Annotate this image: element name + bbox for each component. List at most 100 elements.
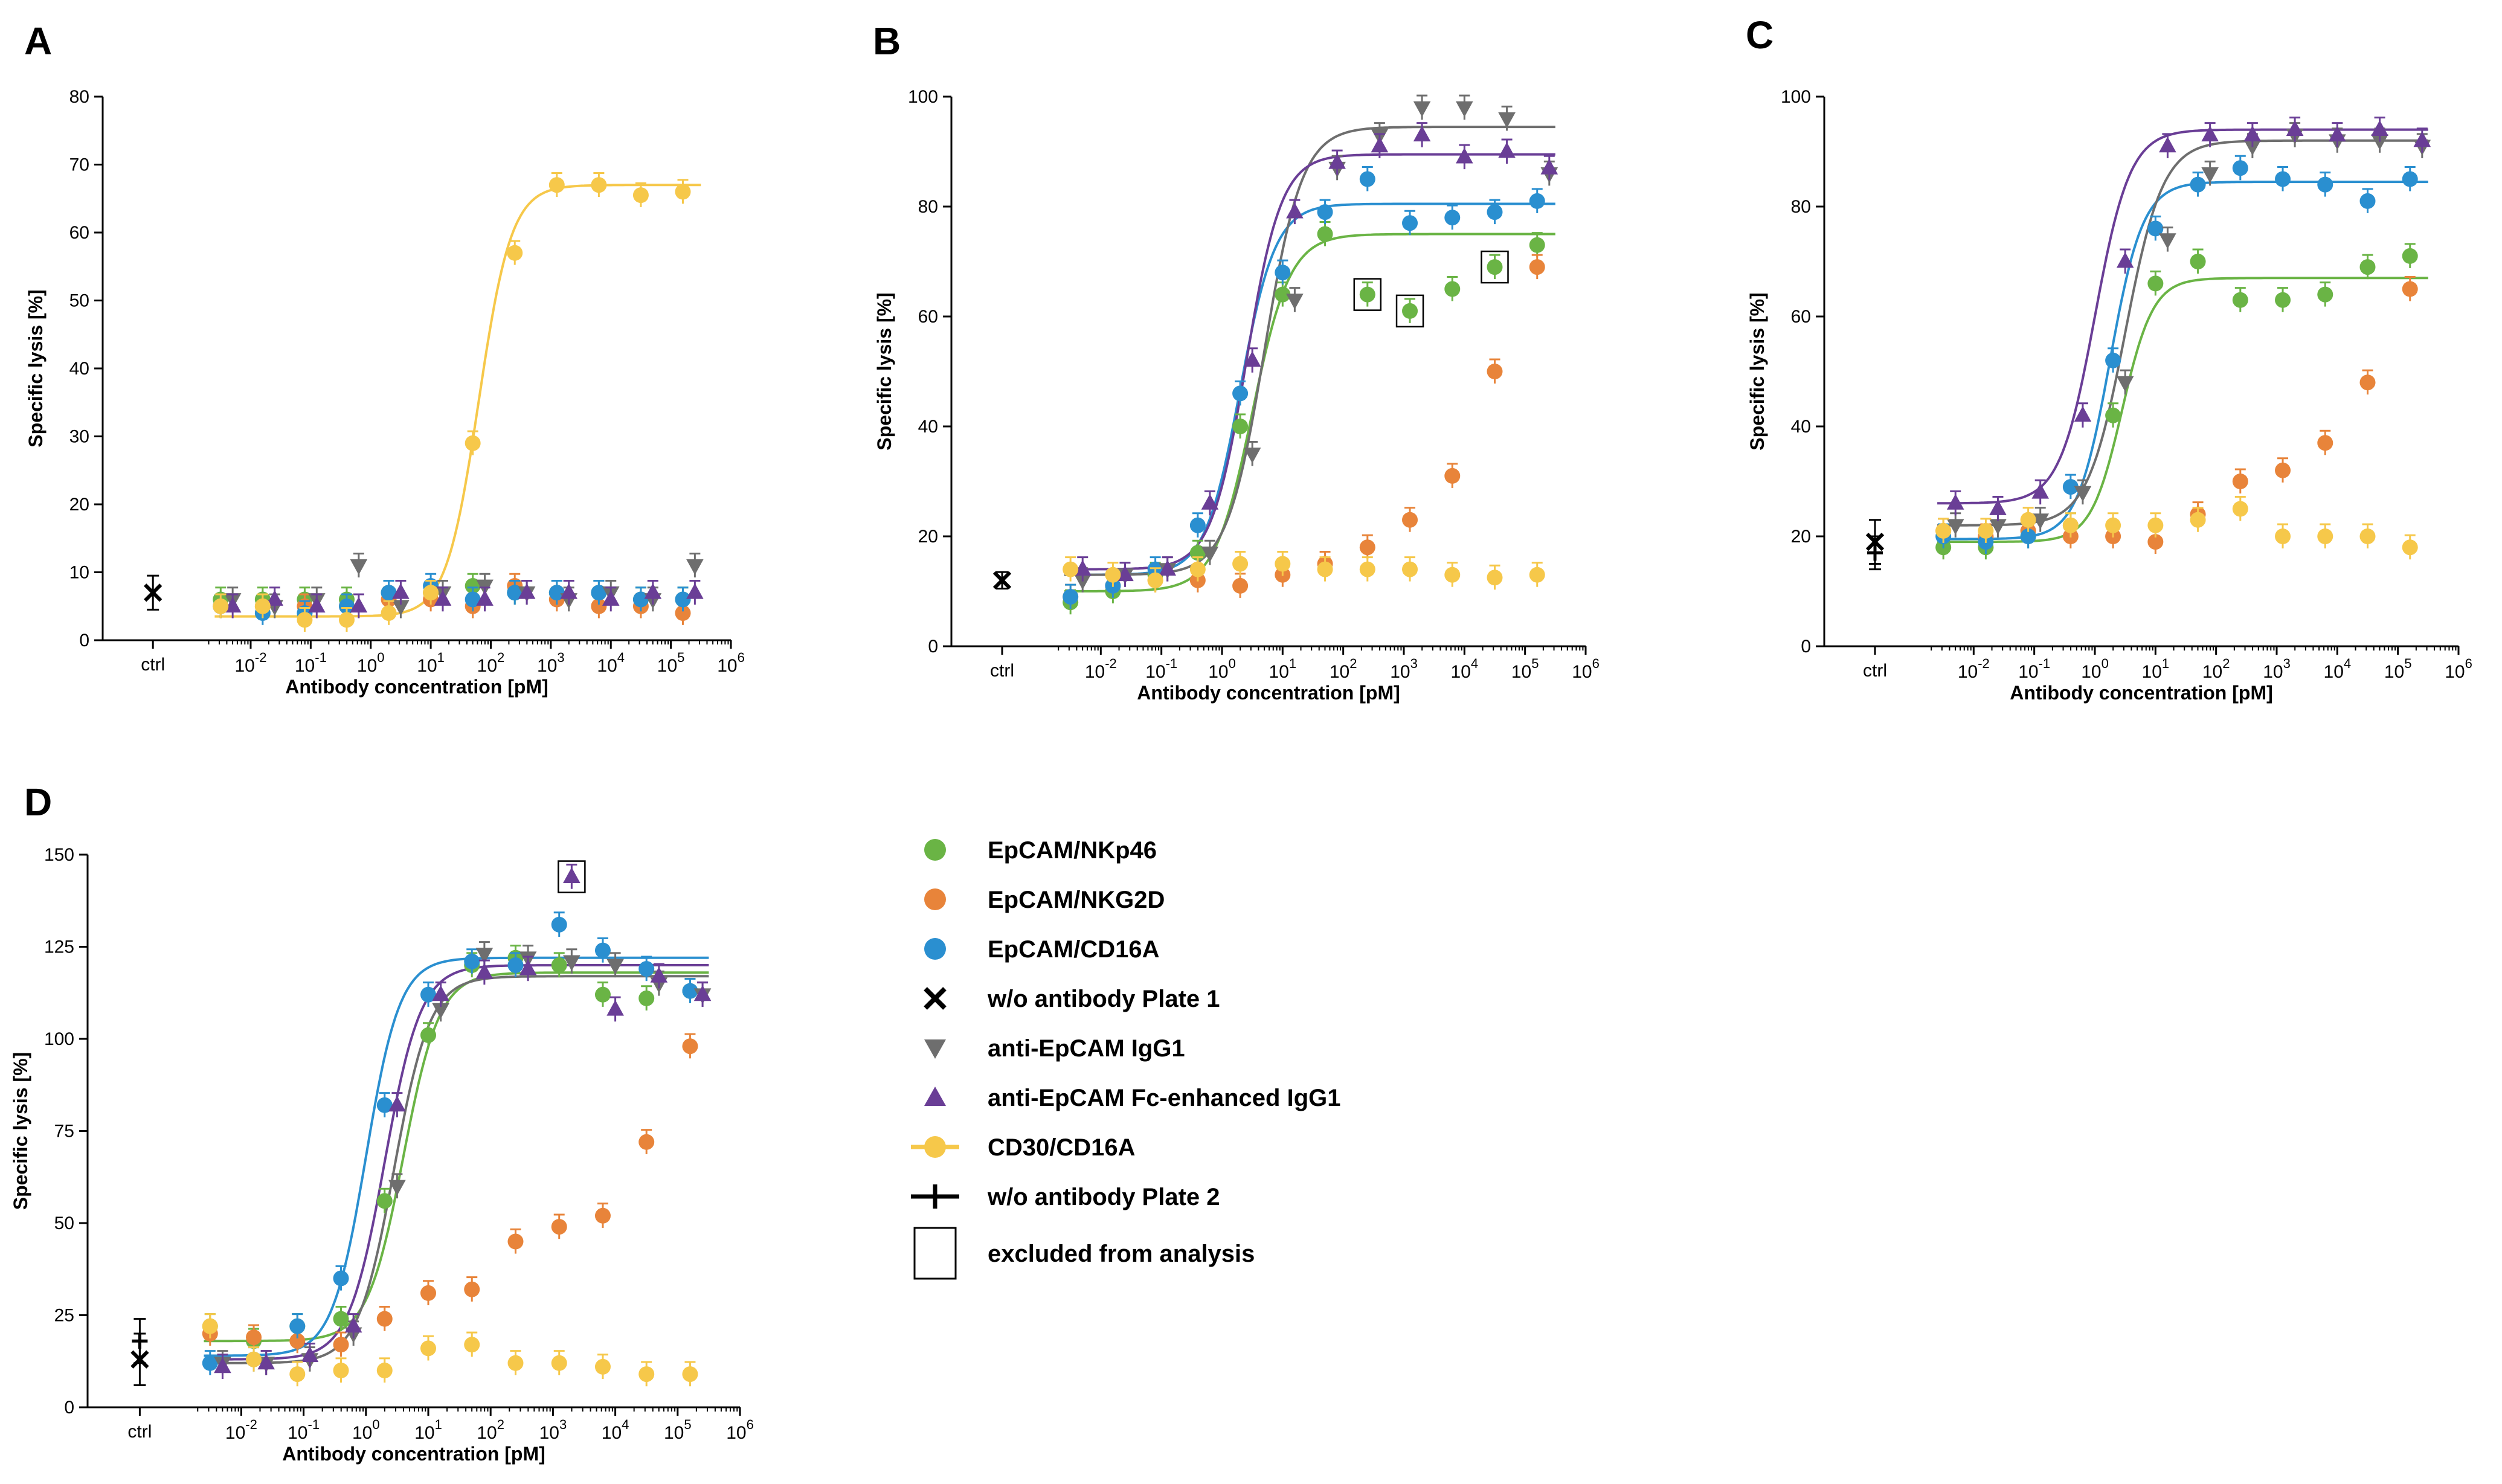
tick-exponent: 1 bbox=[435, 1417, 442, 1432]
data-point bbox=[1529, 259, 1545, 275]
data-point bbox=[420, 1027, 436, 1043]
excluded-box bbox=[558, 860, 586, 893]
tick-exponent: 2 bbox=[1349, 656, 1357, 671]
x-tick-label: 101 bbox=[417, 650, 445, 676]
legend-label: anti-EpCAM IgG1 bbox=[988, 1035, 1185, 1062]
tick-base: 10 bbox=[477, 1423, 497, 1443]
data-point bbox=[465, 591, 481, 608]
excluded-box bbox=[1481, 250, 1509, 284]
data-point bbox=[1529, 193, 1545, 209]
data-point bbox=[1444, 567, 1461, 583]
legend: EpCAM/NKp46 EpCAM/NKG2D EpCAM/CD16A w/o ant… bbox=[911, 837, 1341, 1280]
x-tick-label: 10-2 bbox=[235, 650, 267, 676]
x-tick-label: 102 bbox=[477, 1417, 504, 1443]
x-tick-label: 106 bbox=[726, 1417, 754, 1443]
legend-marker bbox=[924, 1087, 946, 1106]
fit-curve bbox=[204, 956, 709, 1357]
tick-base: 10 bbox=[1269, 662, 1289, 682]
legend-label: EpCAM/CD16A bbox=[988, 936, 1159, 963]
data-point bbox=[338, 598, 355, 614]
data-point bbox=[560, 583, 577, 599]
y-tick-label: 20 bbox=[918, 527, 938, 547]
x-tick-label: 100 bbox=[1208, 656, 1236, 682]
data-point bbox=[344, 1317, 362, 1333]
data-point bbox=[376, 1193, 393, 1209]
data-point bbox=[591, 585, 607, 601]
tick-exponent: 3 bbox=[1410, 656, 1418, 671]
data-point bbox=[1444, 210, 1461, 226]
tick-base: 10 bbox=[352, 1423, 372, 1443]
x-tick-label: 10-1 bbox=[288, 1417, 320, 1443]
tick-exponent: 0 bbox=[377, 650, 384, 665]
legend-marker bbox=[913, 1227, 957, 1280]
data-point bbox=[686, 583, 704, 599]
x-stroke bbox=[144, 583, 162, 602]
y-tick-label: 20 bbox=[69, 495, 89, 515]
data-point bbox=[1317, 226, 1333, 242]
x-tick-label: 10-1 bbox=[2018, 656, 2050, 682]
data-point bbox=[686, 559, 704, 575]
data-point bbox=[551, 1355, 567, 1371]
data-point bbox=[1935, 522, 1952, 539]
y-axis-title: Specific lysis [%] bbox=[10, 1052, 31, 1210]
x-tick-label-ctrl: ctrl bbox=[127, 1422, 152, 1442]
x-tick-label: 103 bbox=[537, 650, 565, 676]
data-point bbox=[465, 435, 481, 451]
y-tick-label: 100 bbox=[1781, 87, 1811, 107]
data-point bbox=[594, 1358, 611, 1375]
panel-letter: D bbox=[24, 780, 52, 824]
data-point bbox=[1147, 572, 1163, 588]
data-point bbox=[1989, 499, 2007, 515]
data-point bbox=[1359, 171, 1375, 187]
data-point bbox=[602, 589, 620, 606]
data-point bbox=[2402, 171, 2418, 187]
tick-exponent: 5 bbox=[2404, 656, 2411, 671]
x-tick-label-ctrl: ctrl bbox=[141, 655, 165, 675]
data-point bbox=[2317, 286, 2333, 303]
tick-base: 10 bbox=[2324, 662, 2344, 682]
tick-base: 10 bbox=[1390, 662, 1410, 682]
data-point bbox=[519, 959, 537, 975]
ctrl-marker bbox=[1867, 545, 1883, 561]
tick-exponent: 5 bbox=[677, 650, 684, 665]
tick-base: 10 bbox=[717, 656, 737, 676]
data-point bbox=[507, 1233, 524, 1250]
data-point bbox=[2105, 517, 2121, 533]
data-point bbox=[1444, 467, 1461, 484]
x-tick-label: 100 bbox=[2081, 656, 2109, 682]
x-tick-label: 104 bbox=[1451, 656, 1479, 682]
data-point bbox=[1946, 519, 1964, 535]
data-point bbox=[1487, 259, 1503, 275]
tick-base: 10 bbox=[357, 656, 377, 676]
tick-base: 10 bbox=[2018, 662, 2038, 682]
data-point bbox=[591, 177, 607, 193]
tick-exponent: 4 bbox=[1471, 656, 1478, 671]
data-point bbox=[2062, 479, 2079, 495]
tick-exponent: 2 bbox=[497, 650, 504, 665]
y-tick-label: 0 bbox=[79, 631, 89, 650]
data-point bbox=[638, 961, 655, 977]
data-point bbox=[2243, 126, 2262, 142]
x-tick-label: 10-1 bbox=[295, 650, 327, 676]
tick-base: 10 bbox=[1958, 662, 1978, 682]
y-axis-title: Specific lysis [%] bbox=[1746, 292, 1768, 450]
fit-curve bbox=[1064, 233, 1555, 593]
data-point bbox=[2371, 134, 2388, 150]
legend-label: EpCAM/NKG2D bbox=[988, 887, 1165, 913]
data-point bbox=[1275, 265, 1291, 281]
data-point bbox=[464, 1337, 480, 1353]
data-point bbox=[289, 1318, 306, 1334]
tick-exponent: 3 bbox=[2283, 656, 2291, 671]
data-point bbox=[606, 959, 624, 975]
data-point bbox=[1317, 204, 1333, 220]
tick-base: 10 bbox=[602, 1423, 622, 1443]
data-point bbox=[551, 1219, 567, 1235]
y-tick-label: 0 bbox=[1801, 637, 1811, 657]
data-point bbox=[224, 597, 242, 613]
data-point bbox=[246, 1329, 262, 1346]
data-point bbox=[1402, 215, 1418, 231]
data-point bbox=[289, 1333, 306, 1349]
legend-label: w/o antibody Plate 1 bbox=[987, 986, 1220, 1012]
tick-base: 10 bbox=[2384, 662, 2404, 682]
